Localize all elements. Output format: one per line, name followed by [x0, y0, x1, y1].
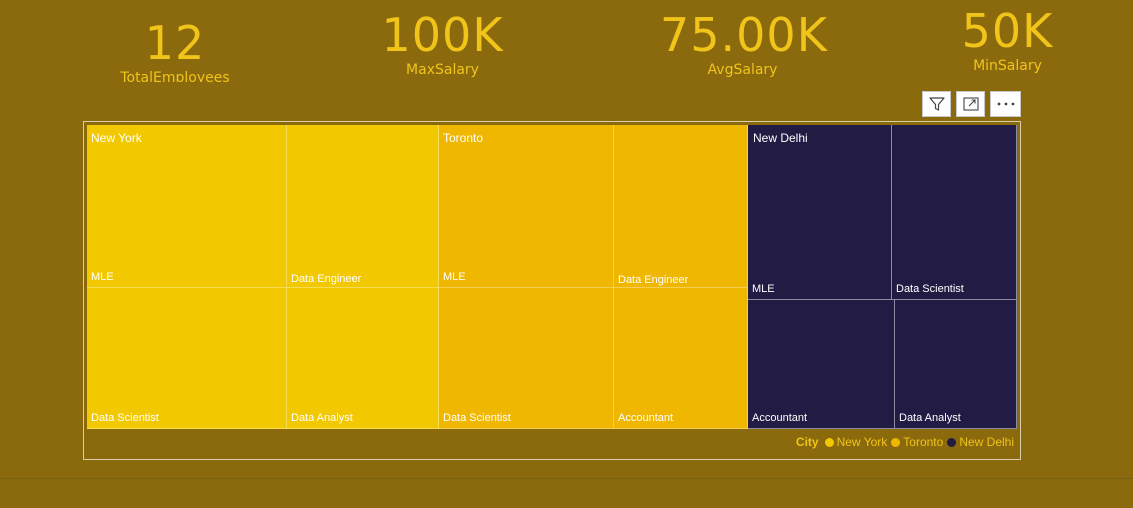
kpi-value: 75.00K — [660, 8, 828, 62]
legend-item-toronto[interactable]: Toronto — [891, 435, 943, 449]
treemap-tile[interactable]: Accountant — [614, 288, 748, 429]
legend-dot-icon — [824, 437, 834, 447]
group-label-new-delhi: New Delhi — [753, 131, 808, 145]
tile-label: Data Engineer — [618, 274, 689, 286]
tile-label: Data Scientist — [896, 283, 964, 295]
page-divider — [0, 478, 1133, 479]
kpi-label: MinSalary — [973, 58, 1042, 74]
legend-title: City — [795, 435, 819, 449]
legend-dot-icon — [947, 437, 957, 447]
kpi-label: AvgSalary — [707, 62, 778, 78]
kpi-value: 100K — [381, 8, 504, 62]
tile-label: Data Analyst — [291, 412, 353, 424]
filter-icon — [928, 97, 945, 111]
more-options-icon — [997, 102, 1014, 106]
legend-item-new-york[interactable]: New York — [824, 435, 888, 449]
legend: City New York Toronto New Delhi — [796, 435, 1014, 449]
treemap-tile[interactable]: Data Analyst — [895, 300, 1017, 429]
treemap-tile[interactable]: Data Analyst — [287, 288, 439, 429]
filter-button[interactable] — [922, 91, 951, 117]
treemap-visual-frame[interactable] — [83, 121, 1021, 460]
treemap[interactable]: MLE Data Engineer Data Scientist Data An… — [87, 125, 1017, 429]
kpi-card-max-salary[interactable]: 100K MaxSalary — [375, 12, 510, 78]
kpi-label: MaxSalary — [406, 62, 479, 78]
kpi-card-min-salary[interactable]: 50K MinSalary — [955, 8, 1060, 74]
tile-label: MLE — [752, 283, 775, 295]
treemap-tile[interactable]: Data Scientist — [892, 125, 1017, 300]
treemap-tile[interactable]: MLE — [439, 125, 614, 288]
tile-label: Data Engineer — [291, 273, 362, 285]
kpi-value: 12 — [144, 16, 206, 70]
tile-label: Accountant — [618, 412, 674, 424]
tile-label: Data Scientist — [91, 412, 159, 424]
kpi-card-total-employees[interactable]: 12 TotalEmployees — [110, 20, 240, 82]
focus-mode-icon — [962, 97, 979, 111]
group-label-new-york: New York — [91, 131, 142, 145]
legend-item-new-delhi[interactable]: New Delhi — [947, 435, 1014, 449]
tile-label: Data Scientist — [443, 412, 511, 424]
more-options-button[interactable] — [990, 91, 1021, 117]
legend-label: Toronto — [903, 435, 944, 449]
legend-dot-icon — [891, 437, 901, 447]
treemap-tile[interactable]: Data Engineer — [614, 125, 748, 288]
tile-label: Data Analyst — [899, 412, 961, 424]
legend-label: New York — [836, 435, 888, 449]
treemap-tile[interactable]: Accountant — [748, 300, 895, 429]
tile-label: MLE — [443, 271, 466, 283]
kpi-card-avg-salary[interactable]: 75.00K AvgSalary — [660, 8, 828, 78]
kpi-label: TotalEmployees — [120, 70, 230, 82]
treemap-tile[interactable]: Data Scientist — [87, 288, 287, 429]
focus-mode-button[interactable] — [956, 91, 985, 117]
treemap-tile[interactable]: Data Engineer — [287, 125, 439, 288]
treemap-tile[interactable]: Data Scientist — [439, 288, 614, 429]
treemap-tile[interactable]: MLE — [87, 125, 287, 288]
tile-label: Accountant — [752, 412, 808, 424]
group-label-toronto: Toronto — [443, 131, 484, 145]
tile-label: MLE — [91, 271, 114, 283]
treemap-tile[interactable]: MLE — [748, 125, 892, 300]
kpi-value: 50K — [961, 4, 1054, 58]
legend-label: New Delhi — [959, 435, 1014, 449]
